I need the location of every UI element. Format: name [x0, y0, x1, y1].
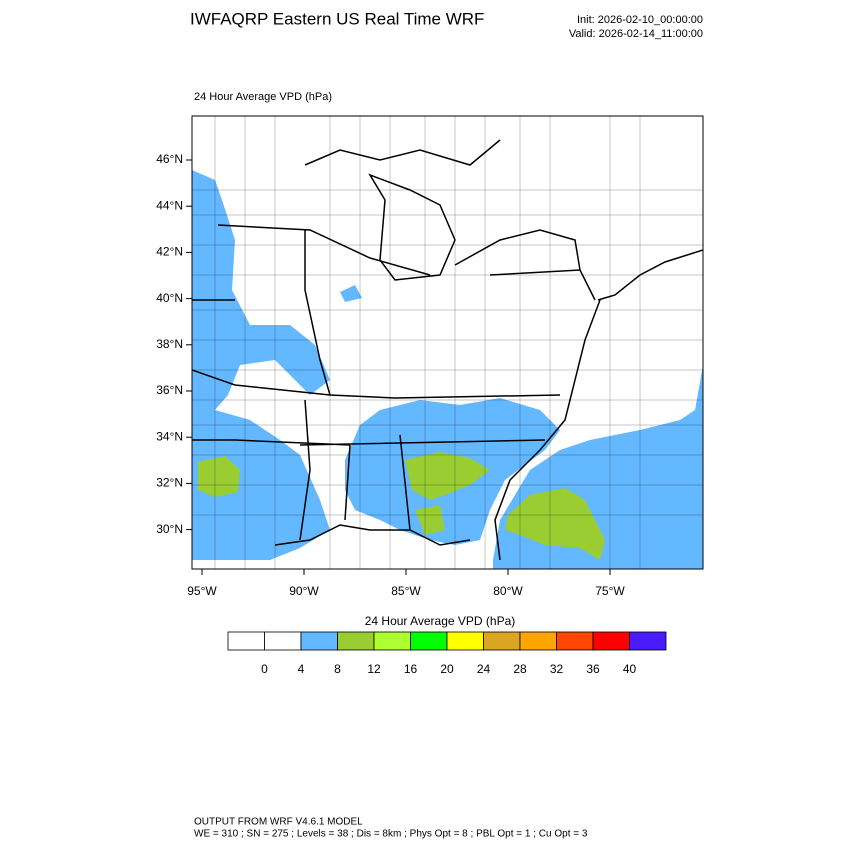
counties — [192, 116, 703, 569]
colorbar-box — [227, 631, 265, 651]
lat-label: 30°N — [156, 522, 183, 536]
colorbar-box — [592, 631, 630, 651]
footer-line: WE = 310 ; SN = 275 ; Levels = 38 ; Dis … — [194, 829, 588, 840]
colorbar-label: 40 — [623, 662, 637, 676]
vpd-region — [340, 285, 362, 302]
colorbar-label: 12 — [367, 662, 381, 676]
lat-label: 36°N — [156, 383, 183, 397]
lat-label: 46°N — [156, 152, 183, 166]
colorbar-label: 8 — [334, 662, 341, 676]
title: IWFAQRP Eastern US Real Time WRF — [190, 9, 484, 28]
colorbar-label: 32 — [550, 662, 564, 676]
lat-label: 40°N — [156, 291, 183, 305]
colorbar-box — [410, 631, 448, 651]
init-time: Init: 2026-02-10_00:00:00 — [577, 14, 703, 26]
colorbar-box — [629, 631, 667, 651]
lon-label: 80°W — [493, 584, 523, 598]
lat-label: 34°N — [156, 429, 183, 443]
colorbar-label: 24 — [477, 662, 491, 676]
vpd-patch — [405, 452, 490, 500]
colorbar-box — [483, 631, 521, 651]
colorbar-label: 28 — [513, 662, 527, 676]
colorbar-label: 20 — [440, 662, 454, 676]
valid-time: Valid: 2026-02-14_11:00:00 — [569, 28, 703, 40]
colorbar-box — [519, 631, 557, 651]
lon-label: 95°W — [187, 584, 217, 598]
colorbar-label: 16 — [404, 662, 418, 676]
lon-label: 85°W — [391, 584, 421, 598]
colorbar-box — [446, 631, 484, 651]
vpd-patch — [415, 505, 445, 535]
colorbar-label: 0 — [261, 662, 268, 676]
colorbar-box — [373, 631, 411, 651]
field-label: 24 Hour Average VPD (hPa) — [194, 91, 332, 103]
colorbar-box — [300, 631, 338, 651]
lon-label: 75°W — [595, 584, 625, 598]
lon-label: 90°W — [289, 584, 319, 598]
colorbar-label: 36 — [586, 662, 600, 676]
lat-label: 32°N — [156, 476, 183, 490]
vpd-patch — [505, 488, 605, 560]
map-frame — [191, 115, 704, 570]
colorbar-box — [264, 631, 302, 651]
vpd-patch — [198, 456, 240, 497]
colorbar-box — [556, 631, 594, 651]
footer-line: OUTPUT FROM WRF V4.6.1 MODEL — [194, 817, 363, 828]
map — [191, 115, 704, 570]
lat-label: 38°N — [156, 337, 183, 351]
boundaries — [192, 139, 703, 561]
colorbar-label: 4 — [298, 662, 305, 676]
colorbar-title: 24 Hour Average VPD (hPa) — [365, 614, 516, 628]
lat-label: 44°N — [156, 198, 183, 212]
colorbar-box — [337, 631, 375, 651]
lat-label: 42°N — [156, 245, 183, 259]
